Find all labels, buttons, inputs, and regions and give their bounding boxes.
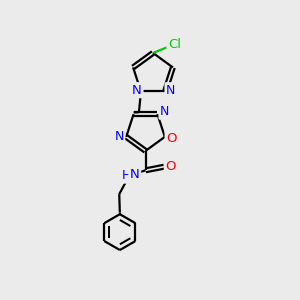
Text: H: H — [122, 169, 131, 182]
Text: N: N — [132, 84, 142, 97]
Text: N: N — [166, 84, 175, 97]
Text: N: N — [160, 105, 169, 118]
Text: O: O — [165, 160, 176, 173]
Text: Cl: Cl — [168, 38, 181, 51]
Text: N: N — [130, 168, 140, 181]
Text: O: O — [166, 132, 177, 145]
Text: N: N — [114, 130, 124, 143]
